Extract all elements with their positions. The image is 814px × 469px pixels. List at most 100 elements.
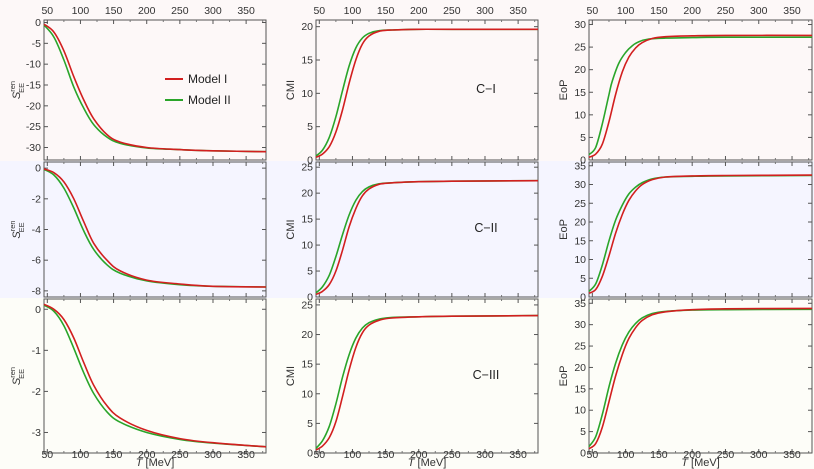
panel-r3-c3: 50 100 150 200 250 300 350 T [MeV] 0 5 10 15 20 25 30 3… (558, 298, 813, 469)
x-tick-label-bottom: 100 (344, 449, 362, 461)
y-tick-label: 20 (301, 21, 313, 33)
panel-frame (588, 161, 813, 298)
x-tick-label-bottom: 200 (410, 449, 428, 461)
y-tick-label: 25 (301, 162, 313, 174)
legend-label-model-1: Model I (188, 72, 227, 86)
series-line-model-1 (43, 23, 267, 153)
x-tick-label-bottom: 200 (138, 449, 156, 461)
row-background-3 (0, 298, 814, 469)
y-tick-label: 20 (574, 64, 586, 76)
y-tick-label: 15 (574, 383, 586, 395)
y-tick-label: 10 (301, 88, 313, 100)
x-tick-label-bottom: 300 (204, 449, 222, 461)
y-tick-label: 10 (574, 109, 586, 121)
x-tick-label-top: 150 (650, 5, 668, 17)
panel-frame (588, 19, 813, 161)
x-tick-label-top: 200 (683, 5, 701, 17)
y-tick-label: 0 (35, 163, 41, 175)
panel-frame (43, 298, 267, 454)
y-tick-label: -4 (32, 224, 41, 236)
y-tick-label: 15 (301, 55, 313, 67)
y-tick-label: 5 (580, 426, 586, 438)
x-tick-label-bottom: 150 (650, 449, 668, 461)
x-tick-label-top: 300 (204, 5, 222, 17)
y-tick-label: -3 (32, 427, 41, 439)
y-tick-label: 5 (307, 266, 313, 278)
y-axis-label: CMI (285, 366, 297, 386)
y-axis-label: SrenEE (8, 367, 26, 385)
x-tick-label-top: 300 (750, 5, 768, 17)
x-tick-label-top: 100 (72, 5, 90, 17)
series-line-model-1 (43, 168, 267, 288)
series-line-model-1 (315, 314, 539, 451)
y-tick-label: -6 (32, 255, 41, 267)
x-tick-label-top: 200 (138, 5, 156, 17)
y-tick-label: 30 (574, 179, 586, 191)
y-tick-label: 30 (574, 319, 586, 331)
y-tick-label: -15 (26, 80, 41, 92)
x-tick-label-bottom: 350 (237, 449, 255, 461)
x-tick-label-top: 250 (717, 5, 735, 17)
x-tick-label-top: 300 (476, 5, 494, 17)
y-tick-label: 15 (301, 359, 313, 371)
x-tick-label-bottom: 150 (105, 449, 123, 461)
y-tick-label: 25 (574, 341, 586, 353)
x-tick-label-bottom: 150 (377, 449, 395, 461)
x-tick-label-bottom: 300 (750, 449, 768, 461)
y-tick-label: 20 (574, 217, 586, 229)
panel-r2-c3: 0 5 10 15 20 25 30 35 EoP (558, 160, 813, 304)
y-tick-label: 0 (35, 17, 41, 29)
x-tick-label-top: 350 (783, 5, 801, 17)
x-tick-label-top: 100 (617, 5, 635, 17)
y-axis-label: EoP (558, 219, 570, 240)
y-tick-label: 15 (301, 214, 313, 226)
x-tick-label-bottom: 50 (41, 449, 53, 461)
y-tick-label: -25 (26, 121, 41, 133)
x-tick-label-bottom: 250 (171, 449, 189, 461)
y-tick-label: -20 (26, 100, 41, 112)
x-axis-title: T [MeV] (681, 457, 720, 469)
series-line-model-1 (588, 307, 813, 450)
panel-r1-c3: 50 100 150 200 250 300 350 0 5 10 15 20 25 30 EoP (558, 5, 813, 167)
y-axis-label: EoP (558, 80, 570, 101)
y-tick-label: -2 (32, 386, 41, 398)
x-tick-label-bottom: 300 (476, 449, 494, 461)
y-tick-label: 15 (574, 87, 586, 99)
series-line-model-2 (588, 36, 813, 156)
series-line-model-1 (43, 303, 267, 448)
x-tick-label-top: 150 (377, 5, 395, 17)
y-axis-label: EoP (558, 366, 570, 387)
legend: Model I Model II (165, 72, 231, 107)
panel-r2-c1: 0 -2 -4 -6 -8 SrenEE (8, 161, 267, 298)
x-axis-title: T [MeV] (136, 457, 175, 469)
legend-label-model-2: Model II (188, 93, 231, 107)
x-tick-label-bottom: 200 (683, 449, 701, 461)
y-tick-label: 20 (301, 188, 313, 200)
panel-r1-c1: 50 100 150 200 250 300 350 0 -5 -10 -15 -20 -25 -30 Sr… (8, 5, 267, 161)
y-tick-label: 10 (301, 240, 313, 252)
y-tick-label: 25 (301, 299, 313, 311)
y-axis-label: SrenEE (8, 220, 26, 238)
y-tick-label: 0 (35, 304, 41, 316)
x-tick-label-bottom: 50 (313, 449, 325, 461)
series-line-model-1 (315, 28, 538, 159)
panel-r3-c2: 50 100 150 200 250 300 350 T [MeV] 0 5 10 15 20 25 CMI… (285, 298, 539, 469)
y-tick-label: 20 (574, 362, 586, 374)
panel-frame (315, 298, 539, 454)
x-tick-label-bottom: 250 (443, 449, 461, 461)
x-tick-label-top: 150 (105, 5, 123, 17)
configuration-tag: C−III (473, 368, 500, 382)
row-background-2 (0, 161, 814, 298)
x-tick-label-top: 50 (313, 5, 325, 17)
y-axis-label: CMI (285, 80, 297, 100)
y-tick-label: -8 (32, 285, 41, 297)
y-tick-label: 15 (574, 235, 586, 247)
configuration-tag: C−II (474, 221, 497, 235)
y-tick-label: -5 (32, 38, 41, 50)
x-tick-label-top: 350 (509, 5, 527, 17)
x-tick-label-top: 250 (443, 5, 461, 17)
series-line-model-1 (588, 34, 813, 159)
panel-frame (315, 161, 539, 298)
panel-r1-c2: 50 100 150 200 250 300 350 0 5 10 15 20 CMI C−I (285, 5, 539, 167)
